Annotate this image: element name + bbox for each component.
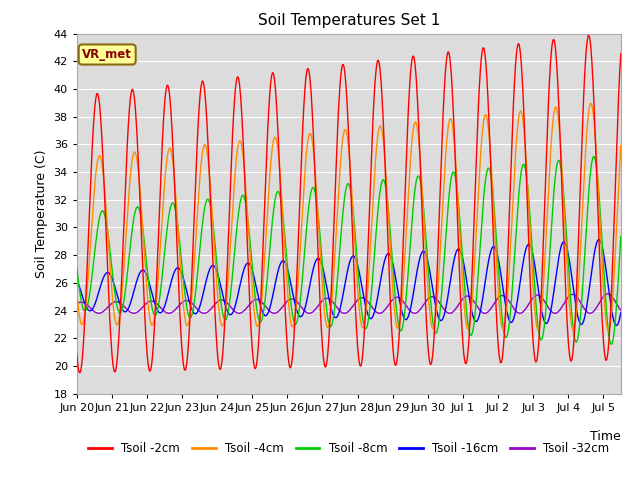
Y-axis label: Soil Temperature (C): Soil Temperature (C) xyxy=(35,149,48,278)
Text: VR_met: VR_met xyxy=(82,48,132,61)
Legend: Tsoil -2cm, Tsoil -4cm, Tsoil -8cm, Tsoil -16cm, Tsoil -32cm: Tsoil -2cm, Tsoil -4cm, Tsoil -8cm, Tsoi… xyxy=(84,437,614,460)
Title: Soil Temperatures Set 1: Soil Temperatures Set 1 xyxy=(258,13,440,28)
Text: Time: Time xyxy=(590,430,621,443)
